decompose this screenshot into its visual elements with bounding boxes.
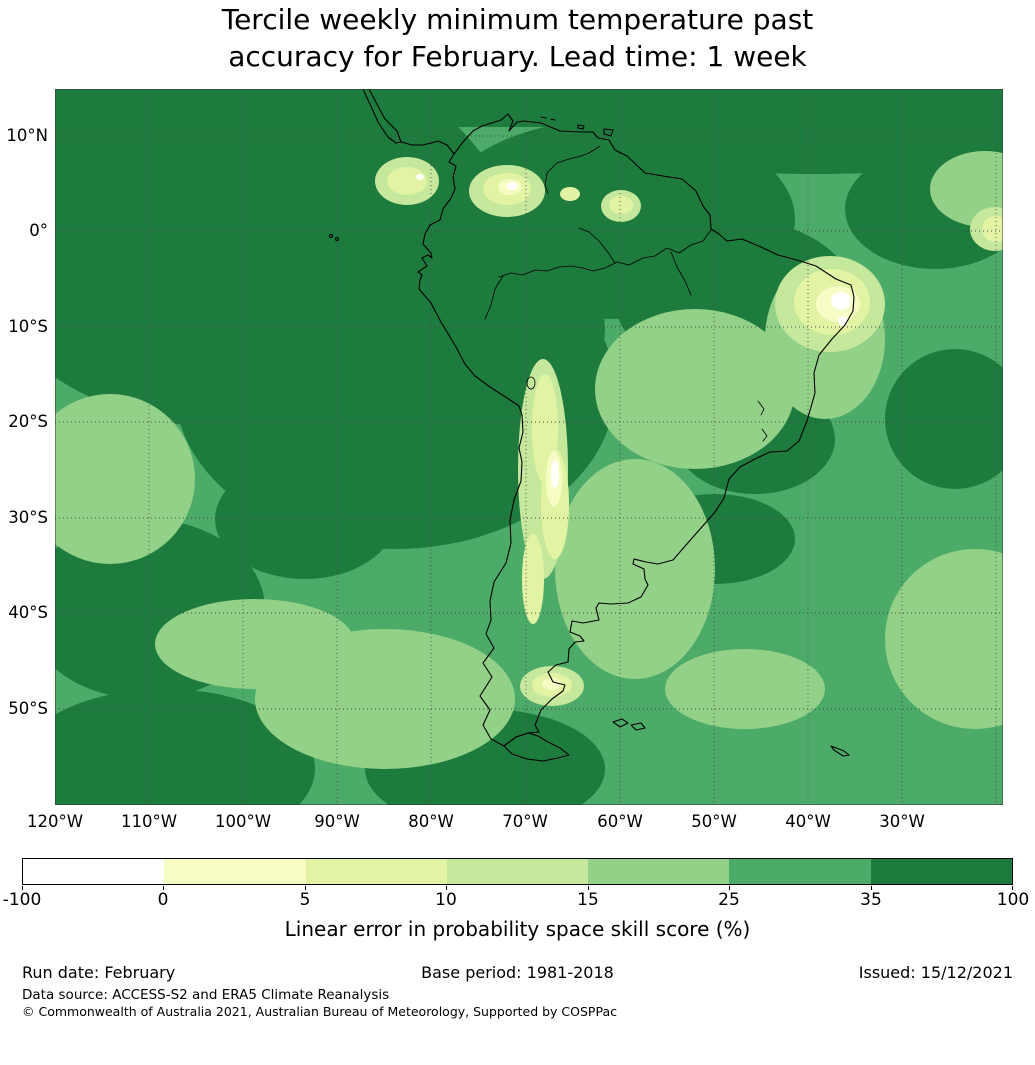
central-america-pacific-coastline <box>362 89 402 144</box>
lat-tick-label: 50°S <box>8 699 48 718</box>
lon-tick-label: 120°W <box>26 812 84 831</box>
figure-title: Tercile weekly minimum temperature past … <box>0 0 1035 75</box>
lat-tick-label: 40°S <box>8 603 48 622</box>
colorbar-tick-label: 10 <box>435 890 457 910</box>
colorbar-segment <box>164 859 306 884</box>
colorbar-segment <box>588 859 730 884</box>
madeira-river <box>670 251 692 296</box>
trinidad-island <box>603 128 614 137</box>
lon-tick-label: 90°W <box>314 812 360 831</box>
colorbar-tick-label: 25 <box>718 890 740 910</box>
colorbar-segment <box>729 859 871 884</box>
skill-field <box>55 89 1003 805</box>
map-panel <box>55 89 1003 805</box>
colorbar-tick-label: -100 <box>2 890 42 910</box>
galapagos-islands <box>328 233 334 239</box>
lat-tick-label: 20°S <box>8 412 48 431</box>
central-america-coastline <box>368 89 455 155</box>
figure-title-line-1: Tercile weekly minimum temperature past <box>221 3 814 36</box>
colorbar-tick-label: 35 <box>860 890 882 910</box>
lake-titicaca <box>526 376 536 390</box>
orinoco-river <box>544 145 601 194</box>
run-date: Run date: February <box>22 963 176 982</box>
lon-tick-label: 30°W <box>879 812 925 831</box>
map-canvas <box>55 89 1003 805</box>
lat-tick-label: 10°S <box>8 317 48 336</box>
colorbar-tick <box>305 886 306 890</box>
colorbar-tick-label: 0 <box>157 890 169 910</box>
tierra-del-fuego-coastline <box>503 732 570 762</box>
colorbar-tick-label: 15 <box>577 890 599 910</box>
colorbar-label: Linear error in probability space skill … <box>284 917 751 941</box>
lon-tick-label: 80°W <box>408 812 454 831</box>
amazon-river <box>498 229 712 278</box>
lon-tick-label: 40°W <box>785 812 831 831</box>
rivers <box>484 145 768 442</box>
data-source: Data source: ACCESS-S2 and ERA5 Climate … <box>22 987 390 1003</box>
ucayali-river <box>484 275 504 320</box>
issued-date: Issued: 15/12/2021 <box>858 963 1013 982</box>
colorbar-tick-label: 5 <box>299 890 311 910</box>
lat-tick-label: 30°S <box>8 508 48 527</box>
lon-tick-label: 70°W <box>502 812 548 831</box>
lat-tick-label: 10°N <box>6 126 48 145</box>
falkland-islands <box>612 718 646 731</box>
colorbar <box>22 858 1013 885</box>
colorbar-tick <box>1012 886 1013 890</box>
abc-islands <box>540 116 556 121</box>
colorbar-segment <box>870 859 1012 884</box>
colorbar-tick <box>729 886 730 890</box>
lon-tick-label: 60°W <box>597 812 643 831</box>
figure-title-line-2: accuracy for February. Lead time: 1 week <box>228 40 807 73</box>
colorbar-tick <box>588 886 589 890</box>
coastline-layer <box>328 89 855 762</box>
graticule <box>55 89 1003 805</box>
lat-tick-label: 0° <box>29 221 48 240</box>
colorbar-segment <box>446 859 589 884</box>
galapagos-islands-2 <box>334 236 340 242</box>
colorbar-tick-label: 100 <box>996 890 1030 910</box>
lon-tick-label: 50°W <box>691 812 737 831</box>
south-america-coastline <box>417 113 855 747</box>
colorbar-tick <box>163 886 164 890</box>
lon-tick-label: 100°W <box>214 812 272 831</box>
brazil-inland-marks <box>757 400 768 442</box>
colorbar-tick <box>871 886 872 890</box>
margarita-island <box>577 124 585 130</box>
colorbar-tick <box>446 886 447 890</box>
colorbar-tick <box>22 886 23 890</box>
rio-negro-river <box>578 227 616 264</box>
colorbar-segment <box>305 859 447 884</box>
colorbar-segment <box>23 859 165 884</box>
copyright-notice: © Commonwealth of Australia 2021, Austra… <box>22 1004 617 1019</box>
base-period: Base period: 1981-2018 <box>421 963 614 982</box>
lon-tick-label: 110°W <box>120 812 178 831</box>
south-georgia-island <box>830 745 850 757</box>
